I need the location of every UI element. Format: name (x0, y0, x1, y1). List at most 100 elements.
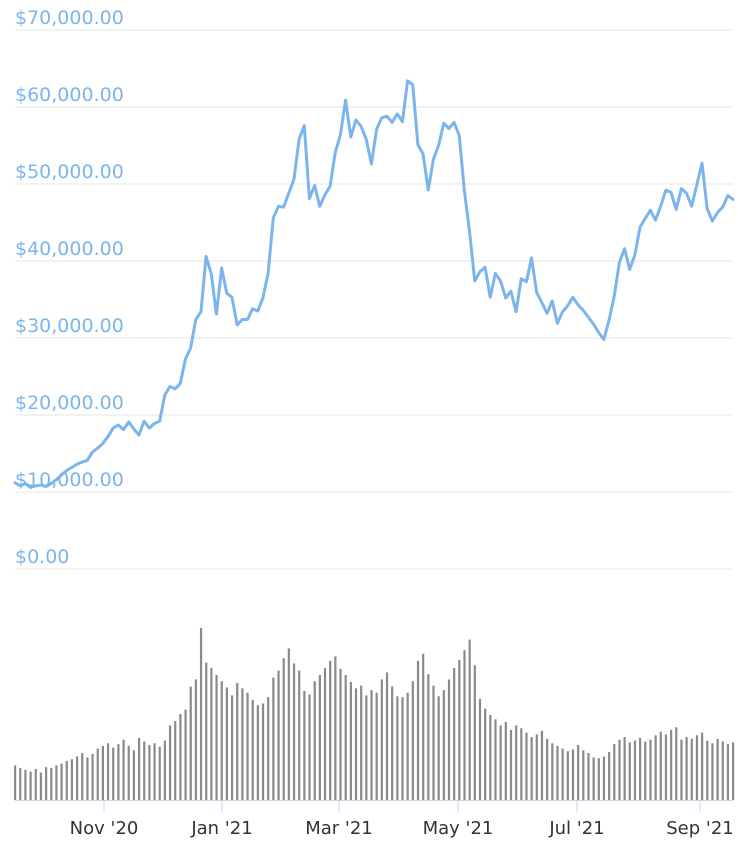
price-point (66, 469, 68, 472)
volume-bar (540, 730, 544, 800)
price-point (29, 486, 32, 488)
price-point (417, 144, 419, 146)
price-point (210, 273, 212, 275)
volume-bar (447, 679, 451, 800)
price-point (71, 466, 73, 468)
price-point (128, 421, 130, 423)
volume-bar (618, 739, 621, 800)
price-point (696, 184, 698, 186)
y-tick-label: $50,000.00 (15, 161, 124, 183)
volume-bar (101, 745, 105, 800)
volume-bar (75, 756, 79, 800)
volume-bar (644, 741, 647, 800)
volume-bar (602, 756, 606, 800)
price-point (525, 281, 527, 283)
price-point (546, 312, 548, 314)
volume-bar (277, 670, 280, 800)
price-point (391, 121, 393, 123)
y-tick-label: $70,000.00 (15, 7, 124, 29)
price-point (344, 99, 347, 101)
price-point (649, 209, 651, 211)
price-point (190, 347, 192, 349)
volume-bar (504, 721, 507, 800)
price-point (386, 115, 388, 117)
volume-bar (416, 660, 420, 800)
price-point (685, 192, 688, 194)
volume-bar (106, 743, 110, 800)
price-point (241, 318, 243, 321)
volume-bar (14, 765, 17, 800)
price-point (24, 482, 26, 485)
volume-bars (14, 628, 735, 800)
volume-bar (732, 742, 735, 800)
volume-bar (515, 725, 518, 800)
volume-bar (272, 677, 275, 800)
price-point (272, 217, 274, 219)
volume-bar (577, 745, 580, 800)
volume-bar (205, 662, 208, 800)
price-series (13, 79, 735, 489)
volume-bar (117, 744, 120, 800)
volume-bar (489, 714, 492, 800)
price-point (412, 84, 414, 86)
price-point (226, 292, 228, 294)
volume-bar (354, 688, 358, 800)
volume-bar (592, 757, 595, 800)
volume-bar (132, 750, 136, 800)
price-point (86, 459, 88, 462)
price-point (184, 358, 187, 360)
price-point (598, 332, 600, 334)
volume-bar (50, 768, 53, 800)
volume-bar (19, 768, 22, 800)
volume-bar (675, 727, 678, 800)
volume-bar (225, 687, 228, 800)
volume-bar (313, 681, 316, 800)
price-point (288, 192, 290, 194)
grid-lines (15, 29, 733, 570)
price-point (133, 428, 135, 430)
price-point (468, 231, 471, 233)
price-point (138, 434, 140, 436)
price-point (215, 313, 218, 315)
volume-bar (24, 769, 27, 800)
x-tick-label: Jul '21 (548, 818, 604, 839)
price-point (308, 198, 311, 200)
price-point (660, 205, 662, 207)
price-point (639, 226, 641, 228)
volume-bar (287, 648, 290, 800)
price-point (329, 185, 331, 187)
volume-bar (184, 709, 187, 800)
volume-bar (303, 690, 306, 800)
volume-bar (365, 695, 368, 800)
x-tick-label: Sep '21 (666, 818, 734, 839)
volume-bar (148, 745, 151, 800)
price-point (122, 429, 125, 431)
volume-bar (81, 753, 84, 800)
volume-bar (463, 650, 466, 800)
price-point (716, 211, 719, 214)
price-point (298, 138, 300, 140)
y-tick-label: $30,000.00 (15, 315, 124, 337)
price-point (236, 324, 238, 326)
price-point (592, 323, 595, 325)
price-point (231, 296, 233, 298)
price-point (432, 158, 434, 160)
volume-bar (34, 768, 37, 800)
volume-bar (39, 772, 43, 800)
price-point (489, 296, 491, 298)
volume-bar (329, 660, 332, 800)
price-point (334, 151, 336, 154)
volume-bar (571, 749, 575, 800)
volume-bar (241, 688, 244, 800)
volume-bar (96, 748, 99, 800)
volume-bar (112, 747, 115, 800)
price-point (252, 308, 254, 310)
volume-bar (256, 705, 259, 800)
y-axis-labels: $0.00$10,000.00$20,000.00$30,000.00$40,0… (15, 7, 124, 568)
volume-bar (427, 674, 430, 800)
price-point (179, 382, 181, 385)
y-tick-label: $40,000.00 (15, 238, 124, 260)
volume-bar (298, 670, 301, 800)
price-point (107, 435, 109, 438)
volume-bar (525, 732, 528, 800)
